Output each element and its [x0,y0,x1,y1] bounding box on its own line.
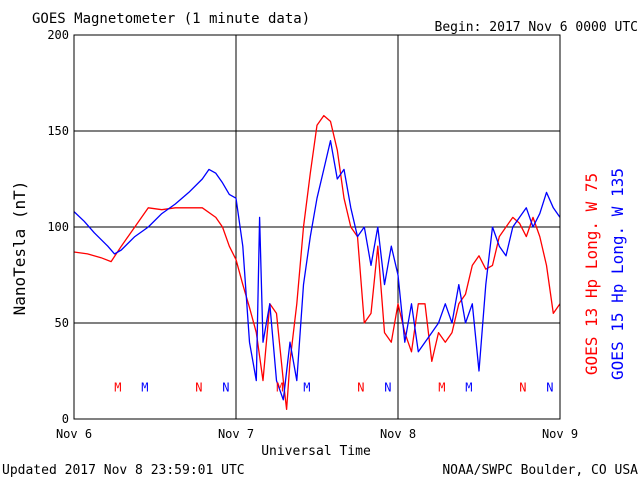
noon-midnight-marker: N [384,380,391,394]
noon-midnight-marker: N [195,380,202,394]
x-tick-label: Nov 9 [542,427,578,441]
y-tick-label: 0 [62,412,69,426]
noon-midnight-marker: M [465,380,472,394]
y-tick-label: 100 [47,220,69,234]
x-tick-label: Nov 6 [56,427,92,441]
legend: GOES 13 Hp Long. W 75 GOES 15 Hp Long. W … [582,168,627,380]
noon-midnight-marker: N [519,380,526,394]
chart-title: GOES Magnetometer (1 minute data) [32,11,310,27]
noon-midnight-marker: M [276,380,283,394]
y-tick-label: 50 [55,316,69,330]
legend-goes13: GOES 13 Hp Long. W 75 [582,173,601,375]
grid-layer [74,35,560,419]
updated-timestamp: Updated 2017 Nov 8 23:59:01 UTC [2,463,245,478]
noon-midnight-marker: N [546,380,553,394]
x-tick-label: Nov 7 [218,427,254,441]
series-layer [73,114,561,411]
tick-label-layer: 0 50 100 150 200 Nov 6 Nov 7 Nov 8 Nov 9 [47,28,578,441]
y-tick-label: 200 [47,28,69,42]
noon-midnight-marker: M [141,380,148,394]
noon-midnight-marker: M [303,380,310,394]
noon-midnight-marker: N [357,380,364,394]
credit-label: NOAA/SWPC Boulder, CO USA [442,463,638,478]
noon-midnight-marker: N [222,380,229,394]
y-tick-label: 150 [47,124,69,138]
plot-frame [73,34,561,420]
goes13-series-line [73,114,561,411]
legend-goes15: GOES 15 Hp Long. W 135 [608,168,627,380]
goes15-series-line [73,139,561,401]
y-axis-label: NanoTesla (nT) [10,181,29,316]
x-tick-label: Nov 8 [380,427,416,441]
noon-midnight-marker: M [438,380,445,394]
begin-time-label: Begin: 2017 Nov 6 0000 UTC [435,20,639,35]
noon-midnight-marker: M [114,380,121,394]
x-axis-label: Universal Time [261,444,371,459]
